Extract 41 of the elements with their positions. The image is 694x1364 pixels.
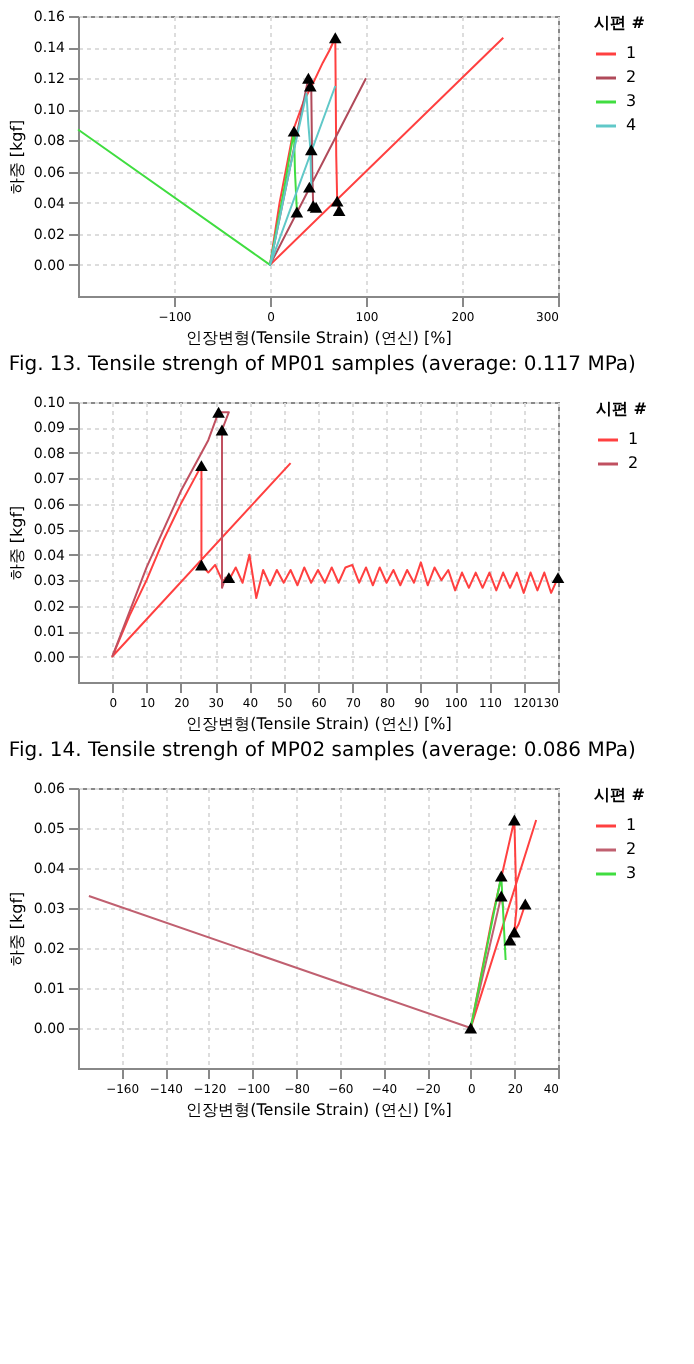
point <box>332 204 346 216</box>
point <box>518 898 532 910</box>
legend-label: 2 <box>626 68 637 86</box>
legend-label: 1 <box>626 44 637 62</box>
caption: Fig. 14. Tensile strengh of MP02 samples (average: 0.086 MPa) <box>8 740 637 762</box>
point <box>195 460 208 472</box>
legend-label: 1 <box>628 430 639 448</box>
point <box>290 206 304 218</box>
legend-label: 4 <box>626 116 637 134</box>
legend-title: 시편 # <box>594 14 646 32</box>
point <box>330 195 344 207</box>
point <box>328 32 342 44</box>
point <box>494 870 508 882</box>
y-axis-title: 하중 [kgf] <box>7 891 26 967</box>
legend-title: 시편 # <box>596 400 648 418</box>
x-axis-title: 인장변형(Tensile Strain) (연신) [%] <box>186 329 452 347</box>
point <box>212 406 225 418</box>
point <box>503 934 517 946</box>
point <box>222 572 236 584</box>
point <box>551 572 565 584</box>
legend-label: 1 <box>626 816 637 834</box>
point <box>287 125 301 137</box>
x-axis-title: 인장변형(Tensile Strain) (연신) [%] <box>186 715 452 733</box>
point <box>304 144 318 156</box>
y-axis-title: 하중 [kgf] <box>7 505 26 581</box>
point <box>508 814 521 826</box>
legend-label: 2 <box>628 454 639 472</box>
point <box>302 72 315 84</box>
legend-title: 시편 # <box>594 786 646 804</box>
legend-label: 2 <box>626 840 637 858</box>
point <box>195 559 208 571</box>
legend-label: 3 <box>626 864 637 882</box>
caption: Fig. 13. Tensile strengh of MP01 samples (average: 0.117 MPa) <box>8 354 637 376</box>
legend-label: 3 <box>626 92 637 110</box>
x-axis-title: 인장변형(Tensile Strain) (연신) [%] <box>186 1101 452 1119</box>
point <box>494 890 508 902</box>
line-series <box>269 85 337 266</box>
point <box>464 1022 478 1034</box>
y-axis-title: 하중 [kgf] <box>7 119 26 195</box>
point <box>303 181 316 193</box>
point <box>215 424 229 436</box>
